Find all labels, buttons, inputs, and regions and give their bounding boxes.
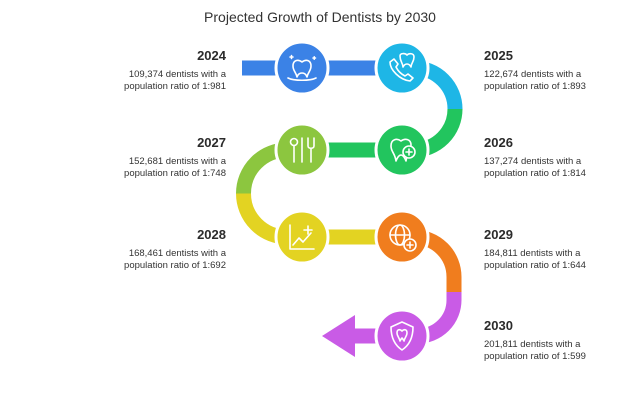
description-line: 201,811 dentists with a <box>484 339 581 350</box>
dental-tools-icon <box>289 137 315 163</box>
step-circle-2025 <box>374 40 430 96</box>
description-line: population ratio of 1:981 <box>124 81 226 92</box>
entry-2028: 2028 168,461 dentists with a population … <box>76 227 226 272</box>
step-circle-2030 <box>374 308 430 364</box>
year-label: 2030 <box>484 318 513 333</box>
description-line: 184,811 dentists with a <box>484 248 581 259</box>
year-label: 2026 <box>484 135 513 150</box>
description-line: population ratio of 1:748 <box>124 168 226 179</box>
description-line: 109,374 dentists with a <box>128 69 226 80</box>
year-label: 2027 <box>197 135 226 150</box>
entry-2030: 2030 201,811 dentists with a population … <box>484 318 634 363</box>
entry-2027: 2027 152,681 dentists with a population … <box>76 135 226 180</box>
description-line: population ratio of 1:692 <box>124 260 226 271</box>
description-line: population ratio of 1:644 <box>484 260 586 271</box>
step-circle-2026 <box>374 122 430 178</box>
step-circle-2029 <box>374 209 430 265</box>
description-line: 137,274 dentists with a <box>484 156 582 167</box>
step-circle-2024 <box>274 40 330 96</box>
description-line: 168,461 dentists with a <box>128 248 226 259</box>
globe-plus-icon <box>389 224 417 252</box>
tooth-plus-icon <box>390 138 416 162</box>
year-label: 2028 <box>197 227 226 242</box>
tooth-phone-icon <box>389 52 415 82</box>
description-line: population ratio of 1:893 <box>484 81 586 92</box>
entry-2024: 2024 109,374 dentists with a population … <box>76 48 226 93</box>
dental-care-icon <box>287 54 317 82</box>
entry-2025: 2025 122,674 dentists with a population … <box>484 48 634 93</box>
description-line: 152,681 dentists with a <box>128 156 226 167</box>
step-circle-2028 <box>274 209 330 265</box>
entry-2026: 2026 137,274 dentists with a population … <box>484 135 634 180</box>
description-line: population ratio of 1:814 <box>484 168 586 179</box>
growth-chart-plus-icon <box>289 224 315 250</box>
tooth-shield-icon <box>390 321 414 351</box>
year-label: 2024 <box>197 48 226 63</box>
description-line: population ratio of 1:599 <box>484 351 586 362</box>
page-title: Projected Growth of Dentists by 2030 <box>204 9 436 25</box>
year-label: 2025 <box>484 48 513 63</box>
entry-2029: 2029 184,811 dentists with a population … <box>484 227 634 272</box>
description-line: 122,674 dentists with a <box>484 69 582 80</box>
arrow-head <box>322 315 355 357</box>
year-label: 2029 <box>484 227 513 242</box>
